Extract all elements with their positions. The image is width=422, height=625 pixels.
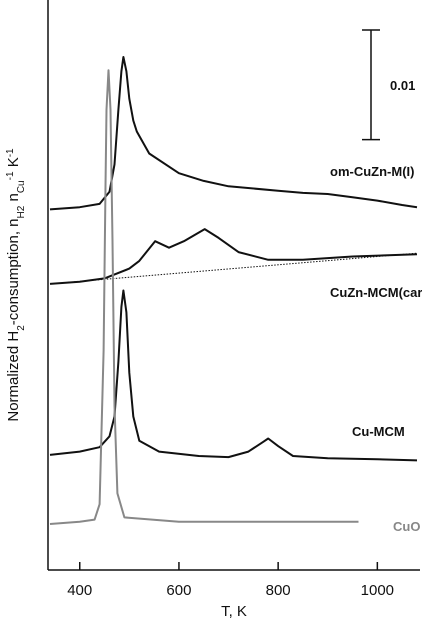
series-label: CuZn-MCM(carb) xyxy=(330,285,422,300)
x-tick-label: 600 xyxy=(166,582,191,599)
x-axis-label: T, K xyxy=(221,603,247,620)
x-tick-label: 400 xyxy=(67,582,92,599)
x-tick-label: 800 xyxy=(266,582,291,599)
series-line xyxy=(49,56,418,211)
y-label-part: H2 xyxy=(16,205,27,218)
series-label: CuO xyxy=(393,519,420,534)
y-label-part: n xyxy=(5,193,22,206)
y-axis-label: Normalized H2-consumption, nH2 nCu-1 K-1 xyxy=(5,148,27,422)
series-label: Cu-MCM xyxy=(352,424,405,439)
series-label: om-CuZn-M(I) xyxy=(330,164,414,179)
y-label-part: K xyxy=(5,157,22,171)
scale-bar-label: 0.01 xyxy=(390,78,415,93)
y-label-part: -1 xyxy=(5,148,16,157)
baseline xyxy=(49,252,418,285)
y-label-part: 2 xyxy=(16,325,27,331)
y-label-part: Normalized H xyxy=(5,331,22,422)
series-line xyxy=(49,289,418,462)
x-tick-label: 1000 xyxy=(361,582,394,599)
y-label-part: Cu xyxy=(16,180,27,193)
y-label-part: -consumption, n xyxy=(5,218,22,325)
series-line xyxy=(49,69,359,525)
y-label-part: -1 xyxy=(5,171,16,180)
